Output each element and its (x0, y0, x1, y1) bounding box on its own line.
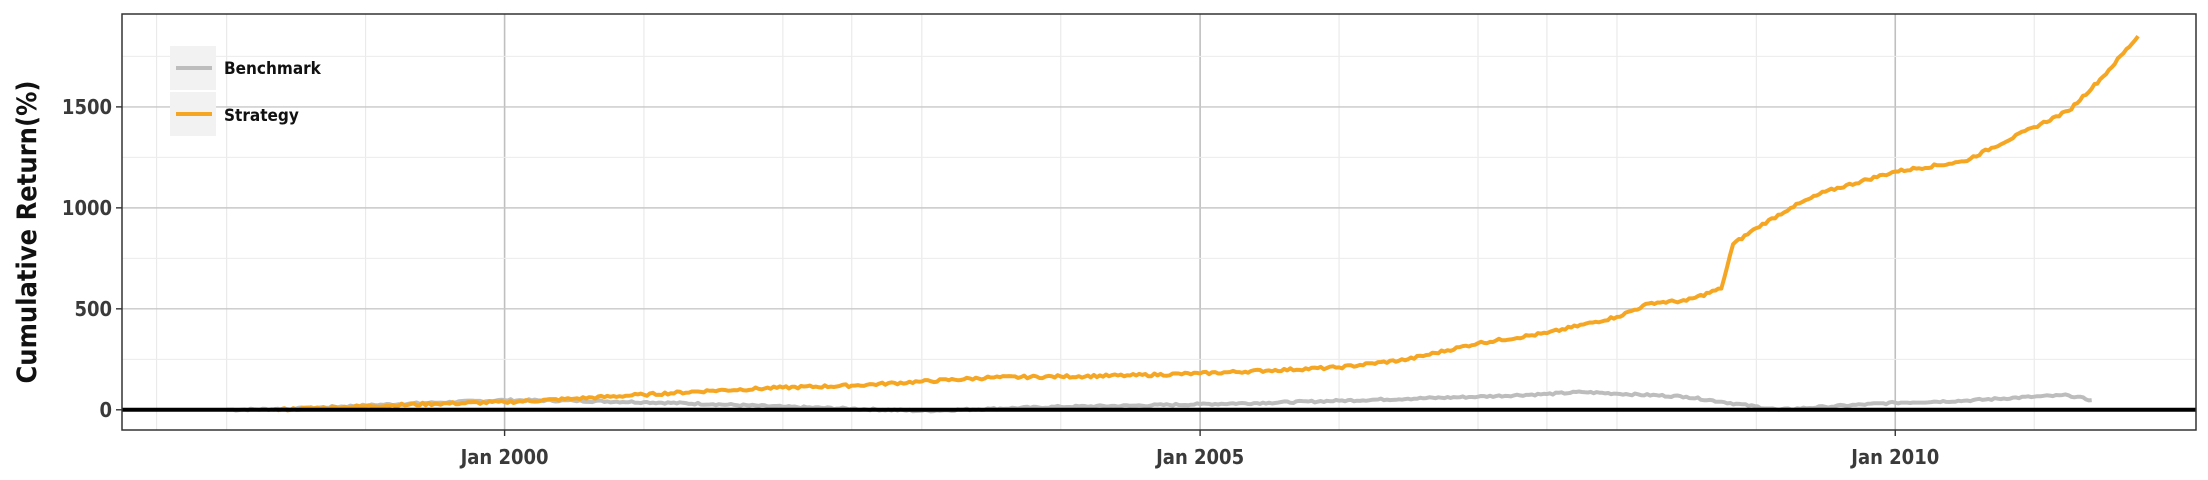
y-tick-label: 0 (99, 398, 112, 422)
series-line-strategy (271, 35, 2140, 413)
grid-lines (122, 14, 2196, 430)
x-tick-label: Jan 2000 (460, 445, 549, 469)
legend-label-benchmark: Benchmark (224, 59, 322, 79)
x-tick-label: Jan 2010 (1850, 445, 1939, 469)
y-tick-label: 500 (74, 297, 112, 321)
y-tick-label: 1000 (62, 196, 112, 220)
series-lines (226, 35, 2140, 414)
axes: 0 500 1000 1500 Jan 2000 Jan 2005 Jan 2010 (62, 95, 1939, 469)
legend-label-strategy: Strategy (224, 106, 299, 126)
y-axis-title: Cumulative Return(%) (12, 80, 43, 383)
legend: Benchmark Strategy (170, 46, 322, 136)
plot-panel-border (121, 13, 2197, 431)
x-tick-label: Jan 2005 (1155, 445, 1244, 469)
y-tick-label: 1500 (62, 95, 112, 119)
